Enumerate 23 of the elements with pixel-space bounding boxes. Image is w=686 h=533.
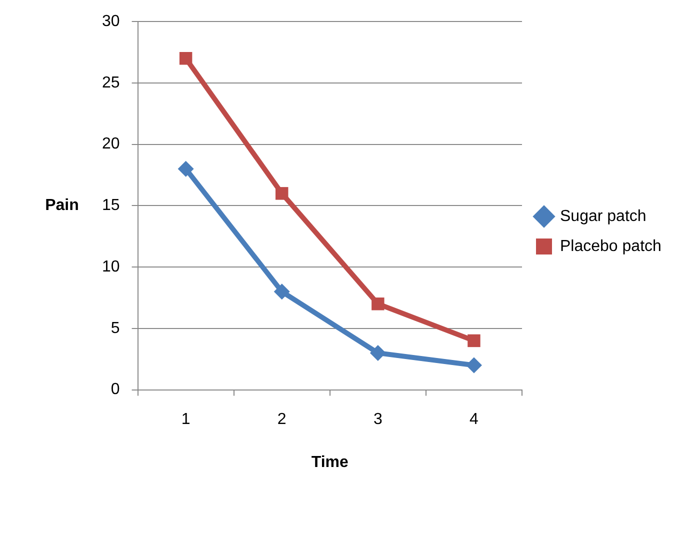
y-axis-title: Pain [45,197,79,214]
x-tick-label: 1 [181,410,190,428]
point [466,357,482,374]
x-tick-label: 2 [277,410,286,428]
point [370,344,386,361]
x-tick-label: 4 [470,410,479,428]
point [468,334,480,348]
point [179,52,192,65]
point [372,298,384,310]
y-tick-label: 5 [110,320,120,337]
x-axis-title: Time [311,454,349,472]
legend-label: Placebo patch [560,238,662,255]
x-tick-label: 3 [373,410,382,428]
y-tick-label: 0 [110,381,120,398]
legend-label: Sugar patch [560,208,646,225]
y-tick-label: 20 [102,136,120,153]
point [274,284,290,300]
y-tick-label: 15 [102,197,120,214]
point [178,160,194,177]
y-tick-label: 30 [102,13,120,30]
point [276,187,288,200]
y-tick-label: 10 [102,258,120,276]
y-tick-label: 25 [102,74,120,92]
